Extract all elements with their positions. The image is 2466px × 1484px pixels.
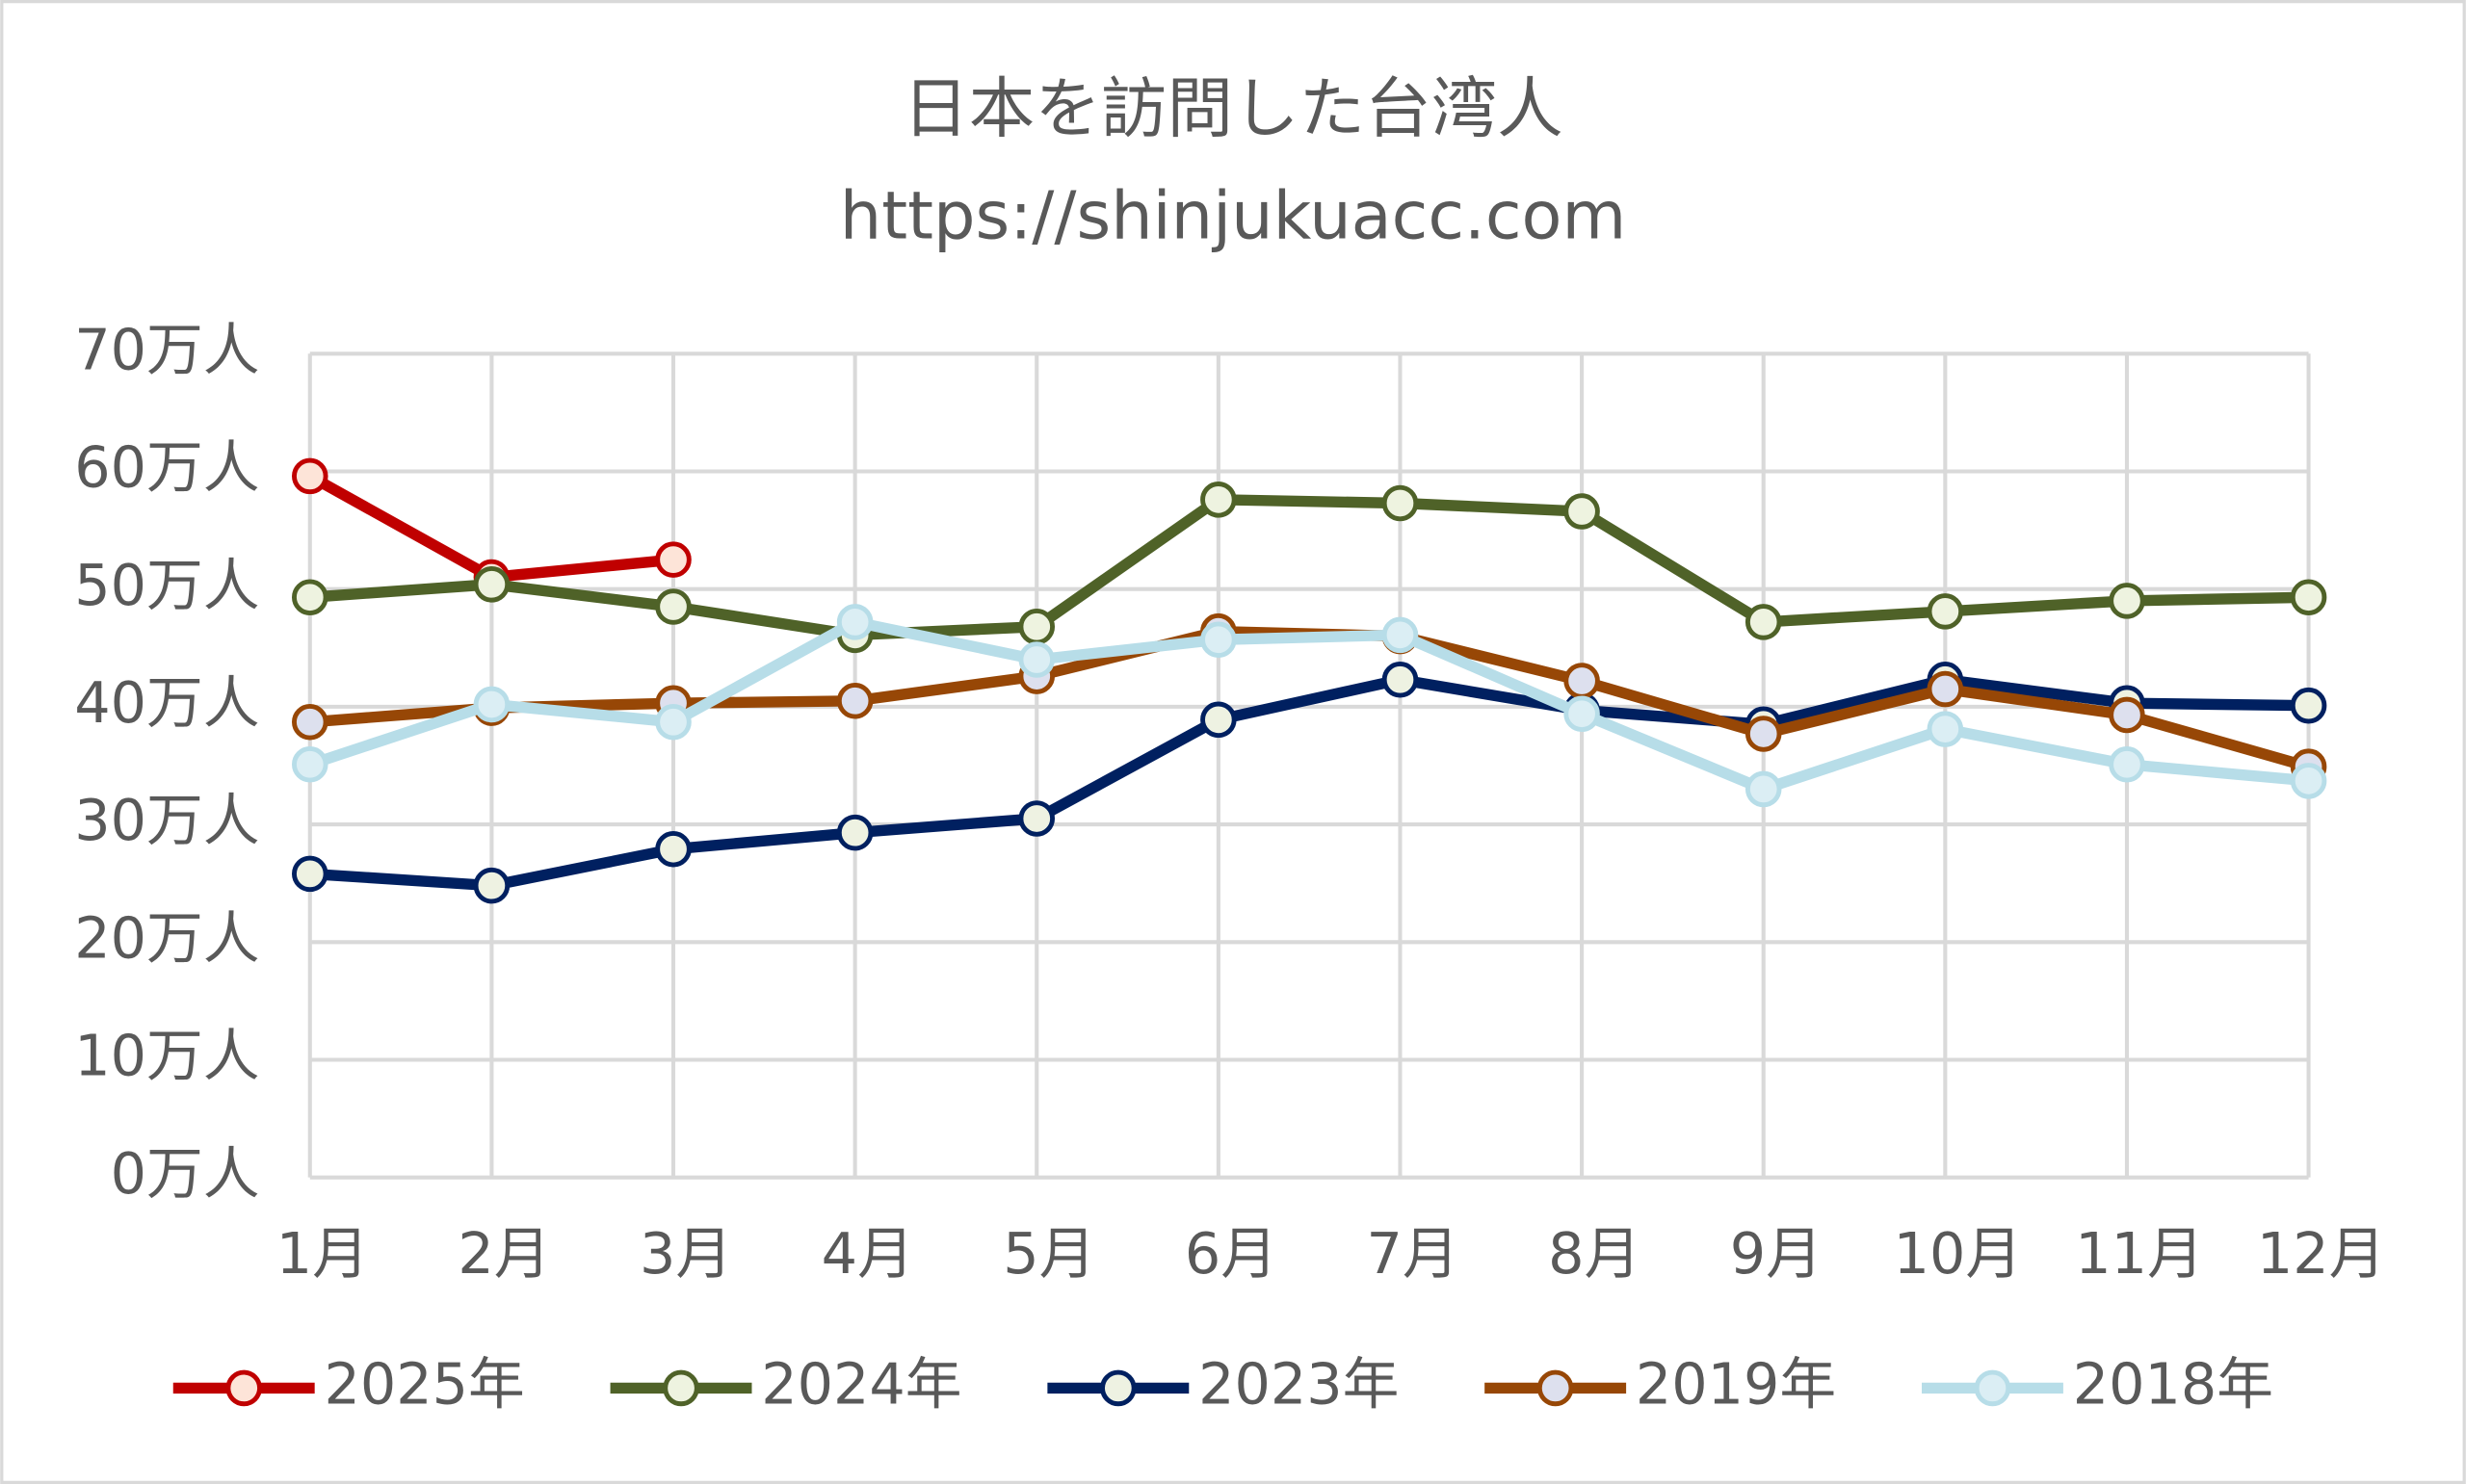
- series-line: [309, 494, 2309, 641]
- x-tick-label: 3月: [640, 1220, 732, 1287]
- data-point: [1927, 711, 1964, 747]
- legend-label: 2019年: [1636, 1351, 1836, 1418]
- data-point: [291, 579, 328, 616]
- data-point: [473, 686, 511, 723]
- data-point: [1745, 716, 1782, 752]
- data-point: [655, 704, 692, 741]
- y-tick-label: 0万人: [111, 1140, 260, 1207]
- x-tick-label: 4月: [822, 1220, 914, 1287]
- data-point: [473, 867, 511, 904]
- y-tick-label: 40万人: [74, 669, 259, 736]
- data-point: [2290, 579, 2327, 616]
- data-point: [1563, 695, 1600, 732]
- x-tick-label: 12月: [2257, 1220, 2386, 1287]
- y-tick-label: 10万人: [74, 1023, 259, 1089]
- y-tick-label: 70万人: [74, 316, 259, 382]
- x-tick-label: 6月: [1185, 1220, 1277, 1287]
- data-point: [836, 604, 874, 640]
- legend-label: 2023年: [1198, 1351, 1399, 1418]
- legend-marker: [225, 1369, 262, 1407]
- data-point: [291, 745, 328, 783]
- data-point: [1200, 621, 1237, 659]
- x-tick-label: 7月: [1366, 1220, 1458, 1287]
- x-tick-label: 9月: [1730, 1220, 1823, 1287]
- data-point: [1018, 800, 1056, 837]
- data-point: [2290, 763, 2327, 799]
- x-tick-label: 5月: [1003, 1220, 1095, 1287]
- y-tick-label: 30万人: [74, 787, 259, 853]
- data-point: [1018, 609, 1056, 645]
- data-point: [291, 457, 328, 495]
- data-point: [655, 588, 692, 625]
- series-line: [307, 616, 2310, 795]
- data-point: [1563, 663, 1600, 699]
- data-point: [836, 814, 874, 851]
- data-point: [1200, 701, 1237, 739]
- y-tick-label: 20万人: [74, 904, 259, 971]
- data-point: [1381, 484, 1419, 522]
- x-tick-label: 8月: [1548, 1220, 1640, 1287]
- y-tick-label: 50万人: [74, 552, 259, 618]
- data-point: [1927, 670, 1964, 708]
- x-tick-label: 11月: [2075, 1220, 2204, 1287]
- legend-marker: [1536, 1369, 1574, 1407]
- data-point: [1745, 604, 1782, 640]
- chart-title: 日本を訪問した台湾人: [903, 71, 1562, 148]
- data-point: [2109, 583, 2145, 619]
- legend-marker: [663, 1369, 699, 1407]
- data-point: [1563, 493, 1600, 530]
- data-point: [1018, 641, 1056, 678]
- data-point: [836, 683, 874, 719]
- data-point: [291, 855, 328, 893]
- data-point: [291, 704, 328, 741]
- data-point: [1381, 616, 1419, 654]
- y-tick-label: 60万人: [74, 434, 259, 501]
- series-line: [309, 674, 2309, 892]
- x-tick-label: 10月: [1894, 1220, 2023, 1287]
- data-point: [1927, 593, 1964, 630]
- data-point: [2109, 745, 2145, 783]
- x-tick-label: 2月: [458, 1220, 550, 1287]
- legend-label: 2018年: [2073, 1351, 2273, 1418]
- data-point: [473, 566, 511, 603]
- data-point: [2109, 696, 2145, 734]
- x-tick-label: 1月: [276, 1220, 369, 1287]
- data-point: [1200, 482, 1237, 518]
- data-point: [655, 541, 692, 578]
- legend-label: 2025年: [324, 1351, 524, 1418]
- data-point: [1381, 662, 1419, 698]
- chart-subtitle: https://shinjukuacc.com: [840, 178, 1626, 255]
- legend-label: 2024年: [761, 1351, 961, 1418]
- legend-marker: [1974, 1369, 2011, 1407]
- legend-marker: [1100, 1369, 1137, 1407]
- data-point: [655, 830, 692, 868]
- data-point: [1745, 770, 1782, 808]
- data-point: [2290, 687, 2327, 724]
